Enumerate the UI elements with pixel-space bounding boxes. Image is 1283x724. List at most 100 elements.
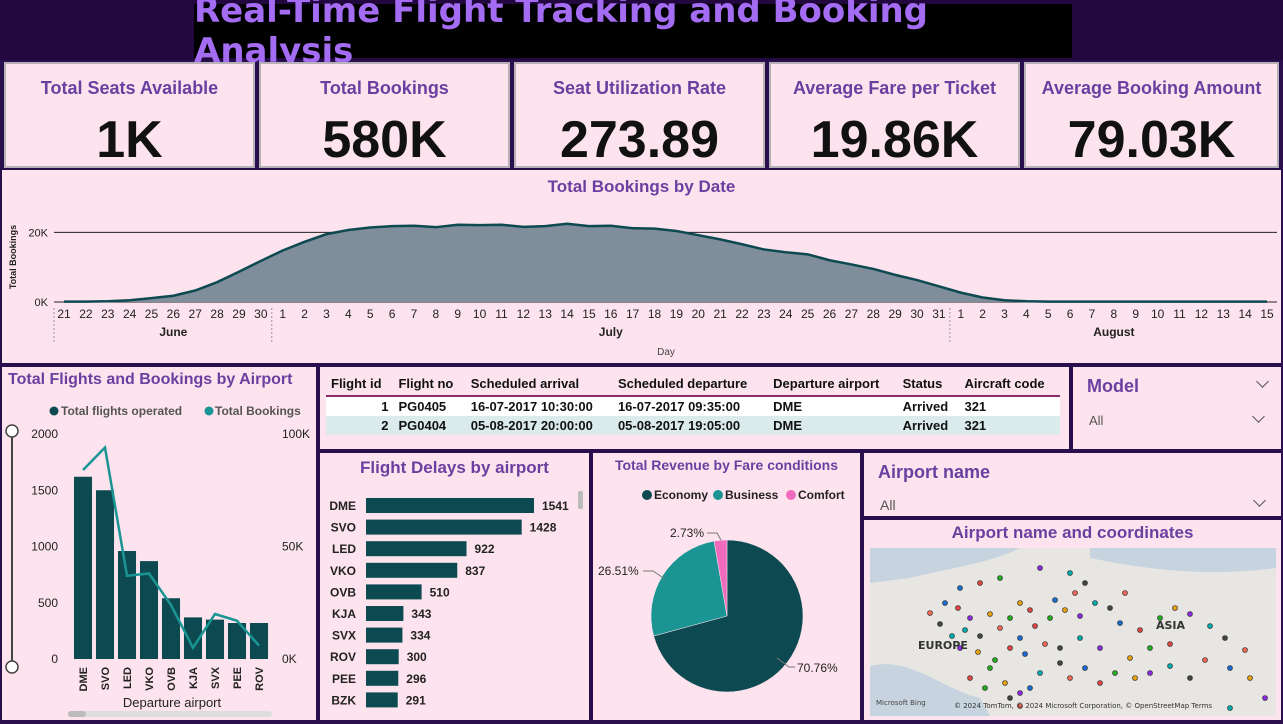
airport-marker [1027,685,1033,691]
x-tick-label: 31 [932,307,946,321]
x-tick-label: 25 [145,307,159,321]
airport-marker [997,575,1003,581]
x-tick-label: LED [122,667,134,689]
airport-marker [1017,635,1023,641]
bookings-by-date-panel[interactable]: Total Bookings by Date 20K 0K Total Bookin… [2,170,1281,363]
airport-marker [962,627,968,633]
dropdown-chevron-icon[interactable] [1252,410,1265,423]
airport-marker [1037,565,1043,571]
legend-dot [786,490,796,500]
x-tick-label: 18 [648,307,662,321]
x-tick-label: 24 [123,307,137,321]
airport-map[interactable]: EUROPE ASIA Microsoft Bing © 2024 TomTom… [870,548,1276,716]
table-header-row: Flight id Flight no Scheduled arrival Sc… [326,372,1060,397]
airport-marker [1057,660,1063,666]
x-tick-label: 27 [845,307,859,321]
y-axis-title: Total Bookings [8,225,18,289]
kpi-card-seat-utilization[interactable]: Seat Utilization Rate 273.89 [514,62,765,169]
table-cell: 16-07-2017 10:30:00 [465,396,613,416]
kpi-label: Total Seats Available [40,78,219,98]
table-cell: PG0405 [393,396,466,416]
airport-marker [1007,645,1013,651]
airport-marker [1222,635,1228,641]
x-tick-label: 26 [167,307,181,321]
airport-marker [1052,597,1058,603]
table-row[interactable]: 2 PG0404 05-08-2017 20:00:00 05-08-2017 … [326,416,1060,435]
airport-marker [1242,647,1248,653]
map-attribution[interactable]: © 2024 TomTom, © 2024 Microsoft Corporat… [954,702,1213,710]
combo-chart[interactable]: Total flights operated Total Bookings 0 500… [2,367,316,720]
delays-bar-chart[interactable]: DME 1541 SVO 1428 LED 922 VKO 837 OVB 510 KJA 343 SV… [320,453,589,720]
airport-marker [949,633,955,639]
bar-flights [139,561,159,659]
data-label: 837 [465,564,485,578]
column-header[interactable]: Scheduled departure [612,372,769,397]
flights-bookings-panel[interactable]: Total Flights and Bookings by Airport To… [2,367,316,720]
table-cell: 05-08-2017 19:05:00 [612,416,769,435]
column-header[interactable]: Scheduled arrival [465,372,613,397]
dropdown-chevron-icon[interactable] [1253,494,1266,507]
x-tick-label: 13 [539,307,553,321]
airport-marker [987,665,993,671]
airport-marker [1127,655,1133,661]
sea-area [870,664,990,716]
x-tick-label: 1 [279,307,286,321]
flights-table[interactable]: Flight id Flight no Scheduled arrival Sc… [326,372,1060,435]
airport-slicer[interactable]: Airport name All [864,453,1281,516]
slicer-label: Airport name [878,462,991,482]
kpi-card-total-seats[interactable]: Total Seats Available 1K [4,62,255,169]
leader-line [707,532,722,541]
model-slicer[interactable]: Model All [1073,367,1281,449]
kpi-card-average-booking[interactable]: Average Booking Amount 79.03K [1024,62,1279,169]
x-tick-label: 27 [189,307,203,321]
category-label: SVO [331,521,356,535]
data-label: 2.73% [670,526,704,540]
x-tick-label: PEE [232,667,244,689]
x-tick-label: 22 [79,307,93,321]
pie-chart[interactable]: Economy Business Comfort 70.76% 26.51% 2.73% [593,453,860,720]
column-header[interactable]: Flight id [326,372,394,397]
x-tick-label: 14 [1238,307,1252,321]
category-label: ROV [330,650,356,664]
kpi-value: 19.86K [810,111,979,169]
scrollbar-thumb [68,711,86,717]
x-tick-label: DME [78,667,90,691]
airport-marker [1067,570,1073,576]
header: Real-Time Flight Tracking and Booking An… [0,0,1283,71]
x-tick-label: 17 [626,307,640,321]
airport-marker [987,611,993,617]
flight-delays-panel[interactable]: Flight Delays by airport DME 1541 SVO 1428 L… [320,453,589,720]
chart-title: Airport name and coordinates [951,523,1194,542]
x-tick-label: OVB [166,667,178,691]
collapse-chevron-icon[interactable] [1256,375,1269,388]
kpi-card-total-bookings[interactable]: Total Bookings 580K [259,62,510,169]
column-header[interactable]: Status [897,372,960,397]
x-tick-label: 10 [1151,307,1165,321]
airport-marker [955,605,961,611]
chart-title: Flight Delays by airport [360,458,549,477]
x-tick-label: 26 [823,307,837,321]
map-label-asia: ASIA [1156,619,1186,632]
airport-marker [1097,645,1103,651]
pie-slice [713,539,728,617]
column-header[interactable]: Flight no [393,372,466,397]
bar-delay [366,670,399,686]
kpi-card-average-fare[interactable]: Average Fare per Ticket 19.86K [769,62,1020,169]
data-label: 922 [475,542,495,556]
table-row[interactable]: 1 PG0405 16-07-2017 10:30:00 16-07-2017 … [326,396,1060,416]
revenue-pie-panel[interactable]: Total Revenue by Fare conditions Economy… [593,453,860,720]
data-label: 510 [430,585,450,599]
land-area [870,548,1276,716]
airport-marker [1067,675,1073,681]
category-label: OVB [330,585,356,599]
bar-delay [366,649,399,665]
column-header[interactable]: Aircraft code [959,372,1060,397]
airport-marker [982,685,988,691]
category-label: VKO [330,564,356,578]
y-tick-label-right: 100K [282,427,310,441]
column-header[interactable]: Departure airport [768,372,898,397]
map-canvas[interactable] [870,548,1276,716]
table-cell: 05-08-2017 20:00:00 [465,416,613,435]
legend-label: Total flights operated [61,404,182,418]
